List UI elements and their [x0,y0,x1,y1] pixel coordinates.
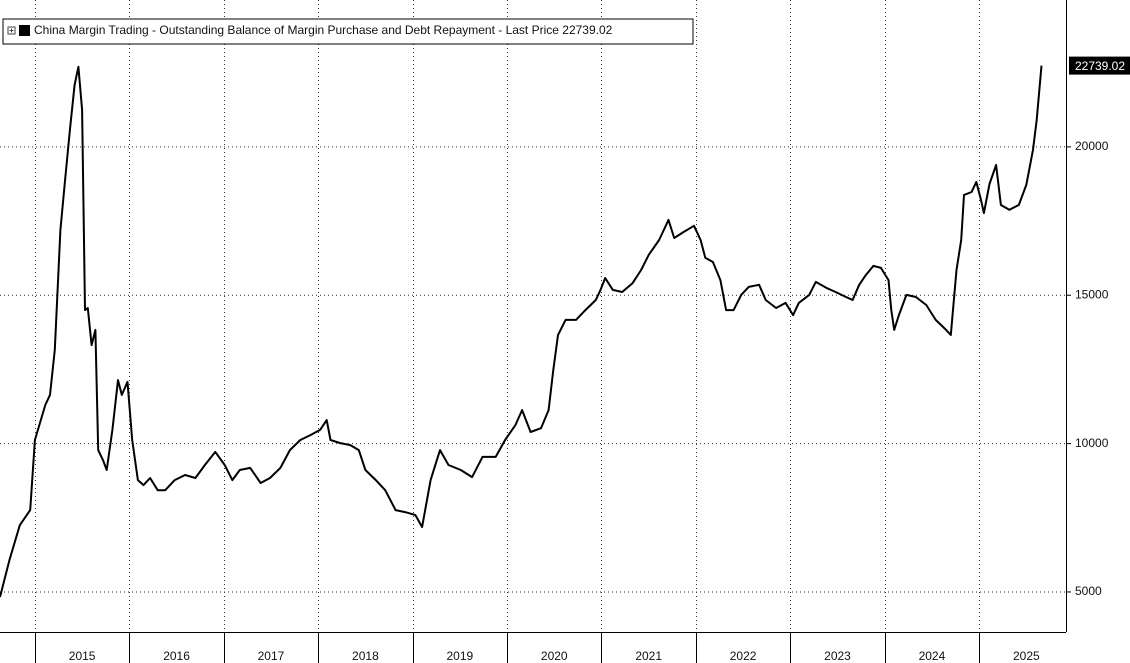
y-tick-label: 15000 [1075,287,1109,301]
x-tick-label: 2024 [919,649,946,663]
y-tick-label: 20000 [1075,139,1109,153]
legend-box [2,18,694,45]
legend-label: China Margin Trading - Outstanding Balan… [34,23,613,37]
x-tick-label: 2017 [258,649,285,663]
x-tick-label: 2023 [824,649,851,663]
x-tick-label: 2019 [446,649,473,663]
x-tick-label: 2015 [69,649,96,663]
y-tick-label: 10000 [1075,436,1109,450]
x-tick-label: 2020 [541,649,568,663]
x-tick-label: 2018 [352,649,379,663]
x-tick-label: 2025 [1013,649,1040,663]
x-tick-label: 2016 [163,649,190,663]
last-price-tag [1069,56,1130,75]
x-tick-label: 2022 [730,649,757,663]
last-price-label: 22739.02 [1075,59,1125,73]
legend-swatch [19,25,30,36]
y-tick-label: 5000 [1075,584,1102,598]
line-series [0,65,1043,598]
x-tick-label: 2021 [635,649,662,663]
